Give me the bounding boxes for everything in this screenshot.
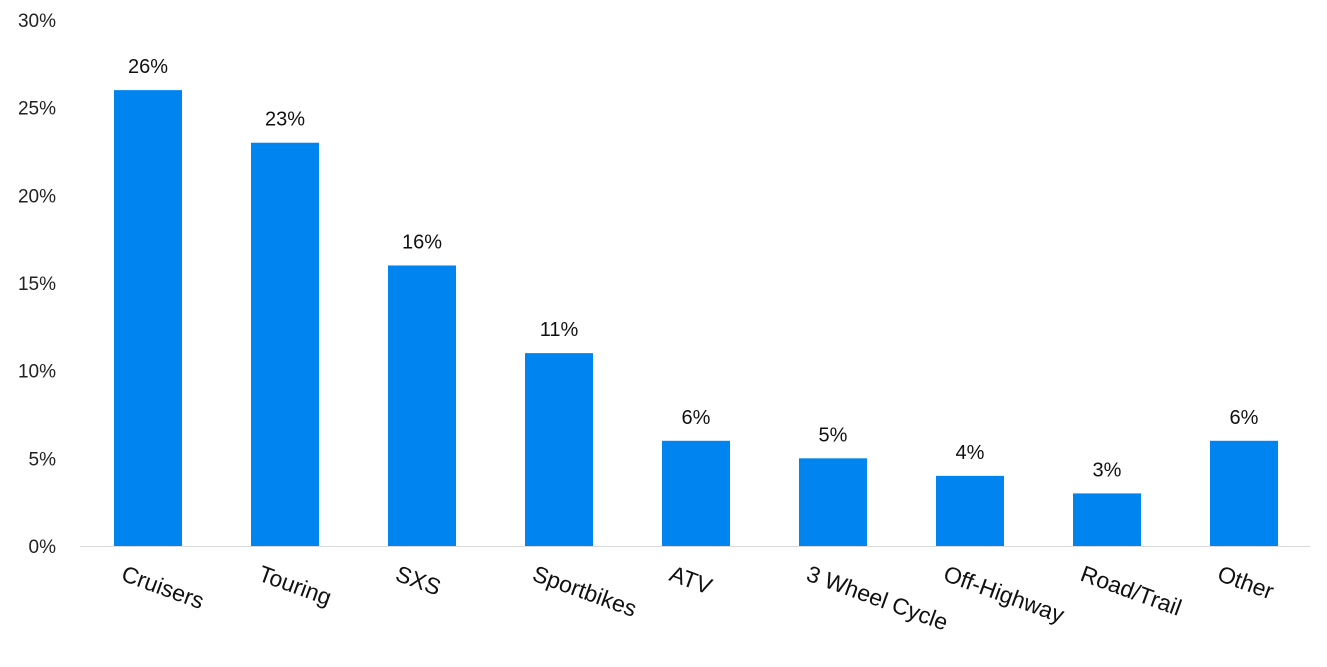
data-label: 3% [1093, 459, 1122, 481]
bars [114, 90, 1278, 546]
bar-cruisers [114, 90, 182, 546]
y-axis: 0% 5% 10% 15% 20% 25% 30% [18, 11, 56, 558]
data-label: 11% [540, 319, 579, 341]
data-label: 26% [128, 56, 168, 78]
x-axis: Cruisers Touring SXS Sportbikes ATV 3 Wheel C… [80, 546, 1310, 635]
y-tick-label: 25% [18, 99, 56, 120]
data-label: 5% [819, 424, 848, 446]
bar-sxs [388, 265, 456, 546]
x-tick-label: Road/Trail [1077, 560, 1185, 620]
x-tick-label: 3 Wheel Cycle [803, 560, 951, 635]
y-tick-label: 10% [18, 362, 56, 383]
data-label: 4% [956, 442, 985, 464]
y-tick-label: 30% [18, 11, 56, 32]
y-tick-label: 15% [18, 274, 56, 295]
y-tick-label: 5% [29, 449, 57, 470]
bar-atv [662, 440, 730, 546]
x-tick-label: Cruisers [118, 560, 207, 614]
data-label: 16% [402, 231, 442, 253]
x-tick-label: Touring [255, 560, 335, 610]
y-tick-label: 20% [18, 186, 56, 207]
bar-off-highway [936, 475, 1004, 546]
bar-other [1210, 440, 1278, 546]
x-tick-label: Off-Highway [940, 560, 1068, 628]
x-tick-label: ATV [666, 560, 716, 599]
x-tick-label: Sportbikes [529, 560, 640, 622]
bar-sportbikes [525, 353, 593, 546]
y-tick-label: 0% [29, 537, 57, 558]
bar-road-trail [1073, 493, 1141, 546]
bar-touring [251, 142, 319, 546]
bar-3-wheel-cycle [799, 458, 867, 546]
data-label: 6% [682, 407, 711, 429]
x-tick-label: SXS [392, 560, 444, 600]
x-tick-label: Other [1214, 560, 1277, 604]
data-labels: 26% 23% 16% 11% 6% 5% 4% 3% 6% [128, 56, 1259, 481]
data-label: 6% [1230, 407, 1259, 429]
data-label: 23% [265, 109, 305, 131]
